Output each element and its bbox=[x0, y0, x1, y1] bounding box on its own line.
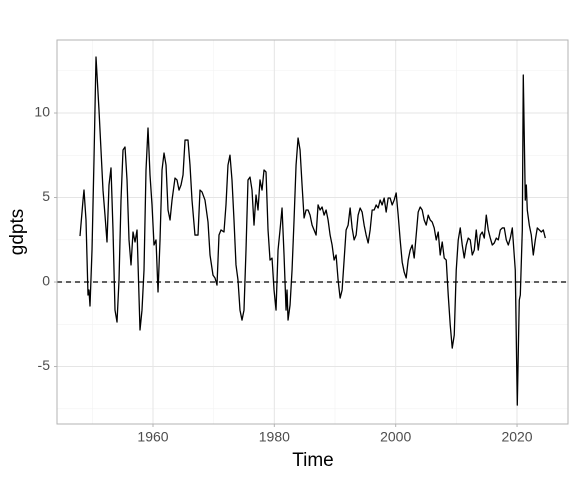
x-tick-label: 1960 bbox=[137, 429, 168, 445]
x-tick-label: 2020 bbox=[501, 429, 532, 445]
y-tick-label: 10 bbox=[34, 104, 50, 120]
x-tick-label: 2000 bbox=[380, 429, 411, 445]
series-line bbox=[79, 56, 546, 406]
y-tick-label: 0 bbox=[42, 273, 50, 289]
y-tick-label: 5 bbox=[42, 188, 50, 204]
y-tick-label: -5 bbox=[38, 357, 51, 373]
x-tick-label: 1980 bbox=[259, 429, 290, 445]
panel-border bbox=[56, 39, 569, 425]
y-axis-title: gdpts bbox=[7, 209, 28, 255]
x-axis-title: Time bbox=[292, 450, 334, 471]
plot-area bbox=[57, 56, 568, 406]
